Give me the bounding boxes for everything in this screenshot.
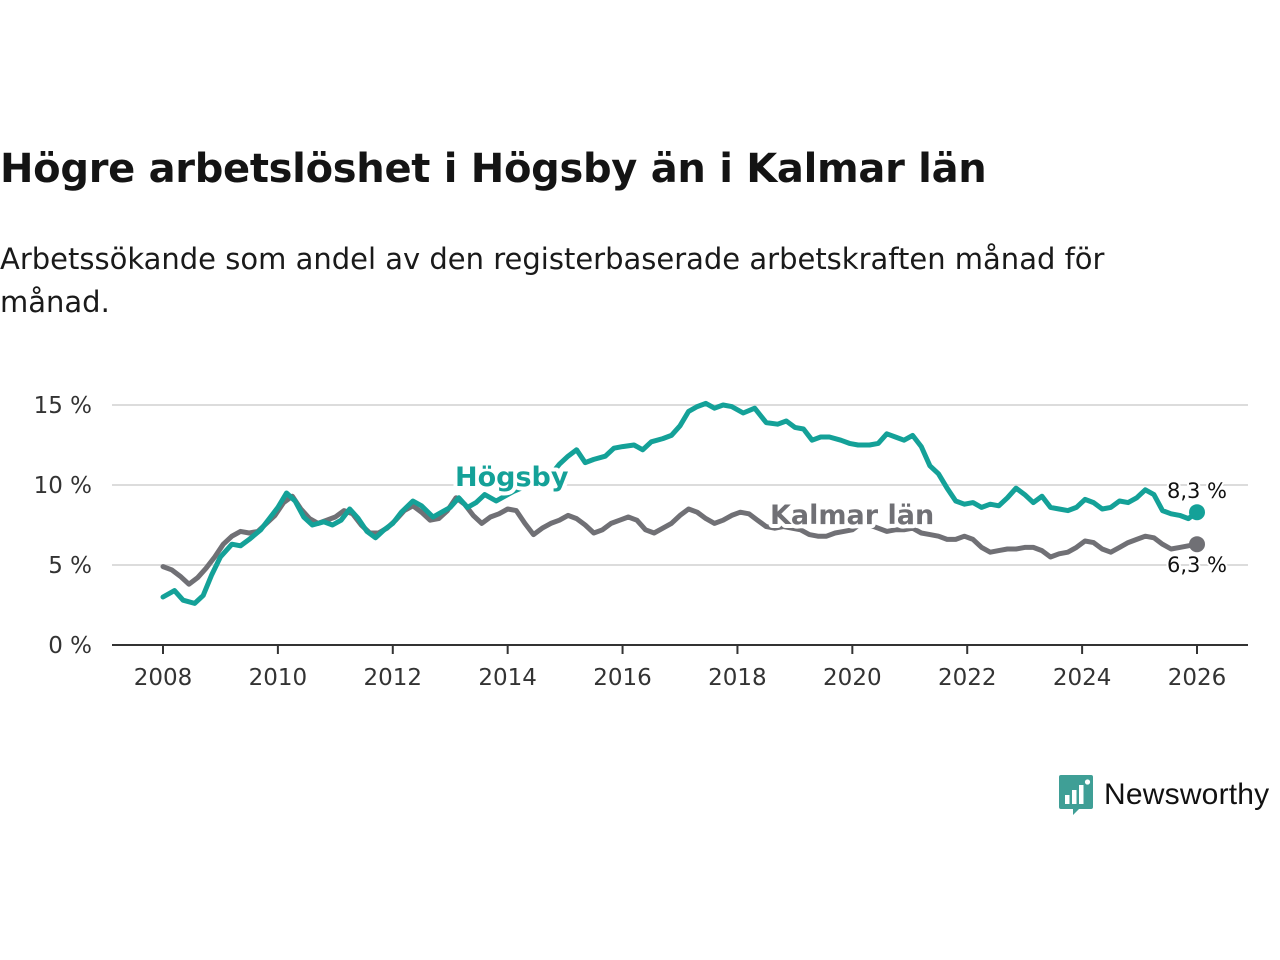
y-axis: 0 % 5 % 10 % 15 % — [34, 393, 92, 659]
series-labels: Högsby Kalmar län 8,3 % 6,3 % — [451, 458, 1229, 579]
x-tick-label: 2014 — [478, 665, 537, 691]
x-tick-label: 2024 — [1053, 665, 1112, 691]
chart-subtitle: Arbetssökande som andel av den registerb… — [0, 242, 1105, 319]
end-point-hogsby — [1189, 504, 1205, 521]
x-tick-label: 2018 — [708, 665, 767, 691]
x-tick-label: 2010 — [249, 665, 308, 691]
y-tick-label: 15 % — [34, 393, 92, 419]
y-tick-label: 5 % — [48, 553, 92, 579]
x-tick-label: 2012 — [364, 665, 423, 691]
series-line-kalmar — [160, 493, 1200, 587]
x-tick-label: 2008 — [134, 665, 193, 691]
series-label-kalmar: Kalmar län — [770, 500, 934, 531]
chart-title: Högre arbetslöshet i Högsby än i Kalmar … — [0, 146, 987, 192]
end-label-hogsby: 8,3 % — [1167, 479, 1227, 503]
y-tick-label: 0 % — [48, 633, 92, 659]
brand-logo: Newsworthy — [1058, 773, 1269, 817]
y-tick-label: 10 % — [34, 473, 92, 499]
line-chart: 0 %5 %10 %15 % 2008 2010 2012 2014 2016 2018 2… — [34, 393, 1248, 691]
end-point-kalmar — [1189, 536, 1205, 553]
brand-name: Newsworthy — [1104, 778, 1270, 811]
x-tick-label: 2022 — [938, 665, 997, 691]
series-lines — [160, 400, 1205, 606]
x-tick-label: 2016 — [593, 665, 652, 691]
series-line-hogsby — [160, 400, 1200, 606]
gridlines — [112, 404, 1248, 566]
series-label-hogsby: Högsby — [455, 462, 569, 493]
chart-bubble-icon — [1059, 775, 1093, 815]
x-tick-label: 2026 — [1168, 665, 1227, 691]
x-tick-label: 2020 — [823, 665, 882, 691]
x-axis: 2008 2010 2012 2014 2016 2018 2020 2022 2024 2026 — [112, 644, 1248, 691]
end-label-kalmar: 6,3 % — [1167, 553, 1227, 577]
